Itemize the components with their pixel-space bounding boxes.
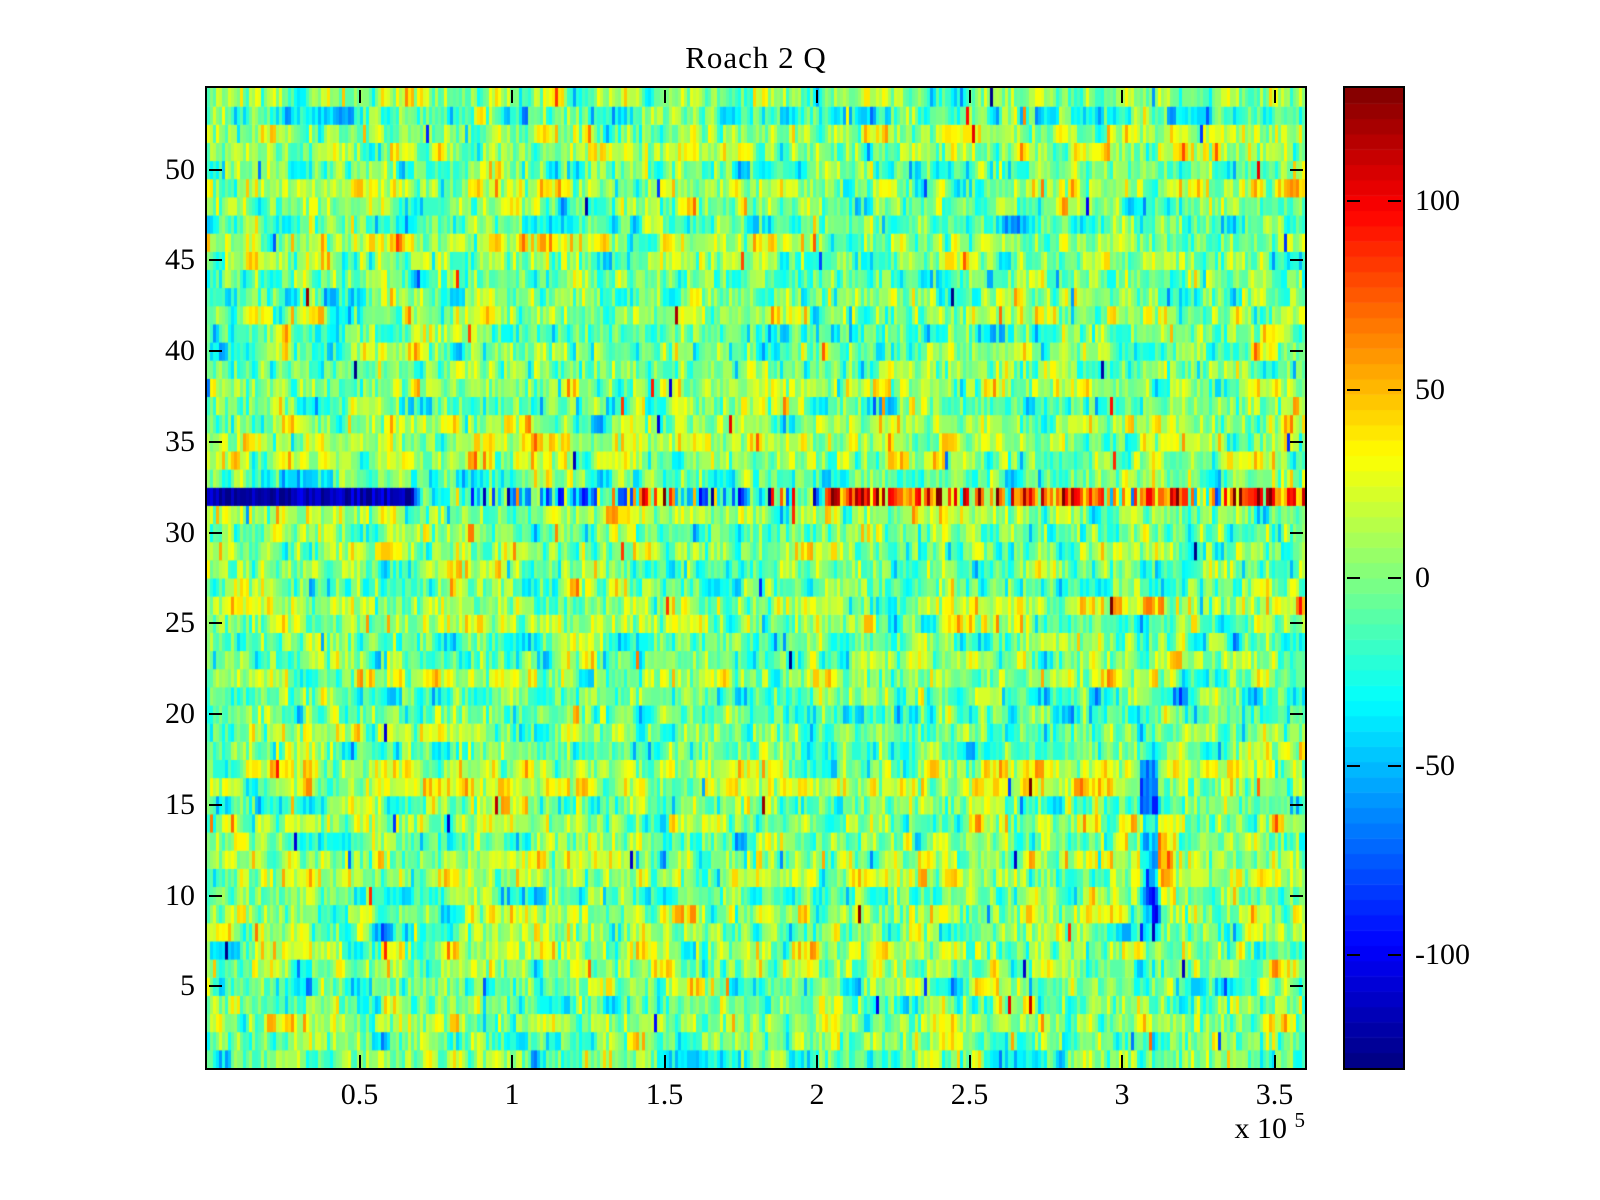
colorbar-tick-label: 50 xyxy=(1415,372,1445,406)
x-axis-exponent-label: x 10 5 xyxy=(1150,1108,1306,1146)
y-tick-label: 20 xyxy=(165,697,195,731)
colorbar-tick-label: 100 xyxy=(1415,184,1460,218)
y-tick-label: 50 xyxy=(165,152,195,186)
y-tick-label: 10 xyxy=(165,878,195,912)
y-tick-label: 40 xyxy=(165,334,195,368)
heatmap-canvas xyxy=(207,88,1305,1068)
colorbar-canvas xyxy=(1345,88,1403,1068)
chart-title: Roach 2 Q xyxy=(685,40,827,75)
y-tick-label: 15 xyxy=(165,787,195,821)
y-tick-label: 45 xyxy=(165,243,195,277)
y-tick-label: 30 xyxy=(165,515,195,549)
y-tick-label: 25 xyxy=(165,606,195,640)
colorbar-tick-label: 0 xyxy=(1415,561,1430,594)
x-tick-label: 0.5 xyxy=(340,1078,379,1111)
exponent-prefix: x 10 xyxy=(1234,1112,1288,1145)
y-tick-label: 35 xyxy=(165,424,195,458)
colorbar-tick-label: -100 xyxy=(1415,937,1470,971)
x-tick-label: 1 xyxy=(504,1078,520,1111)
x-tick-label: 1.5 xyxy=(645,1078,684,1111)
y-tick-label: 5 xyxy=(180,969,195,1003)
x-tick-label: 2.5 xyxy=(950,1078,989,1111)
x-tick-label: 3 xyxy=(1114,1078,1130,1111)
x-tick-label: 3.5 xyxy=(1255,1078,1294,1111)
colorbar-tick-label: -50 xyxy=(1415,749,1455,783)
x-tick-label: 2 xyxy=(809,1078,825,1111)
exponent-value: 5 xyxy=(1294,1108,1306,1132)
